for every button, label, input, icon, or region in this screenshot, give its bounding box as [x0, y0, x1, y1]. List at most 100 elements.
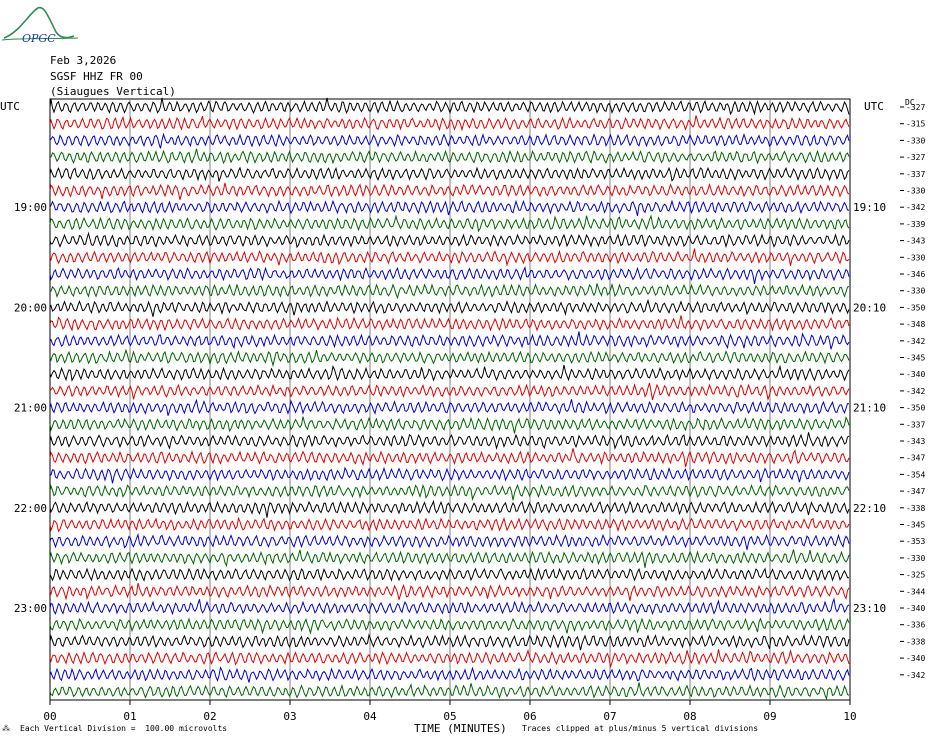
utc-label-right: UTC: [864, 100, 884, 113]
dc-label: DC: [905, 98, 915, 107]
dc-offset-label: -342: [906, 671, 925, 680]
trace-line: [49, 583, 850, 601]
dc-offset-label: -350: [906, 303, 925, 312]
dc-offset-label: -345: [906, 354, 925, 363]
logo-text: OPGC: [22, 32, 56, 45]
trace-line: [49, 265, 850, 284]
dc-offset-label: -353: [906, 537, 925, 546]
x-tick-label: 01: [123, 710, 136, 723]
dc-offset-label: -330: [906, 136, 925, 145]
trace-line: [49, 97, 850, 116]
dc-offset-label: -354: [906, 470, 925, 479]
dc-offset-label: -330: [906, 187, 925, 196]
dc-offset-label: -338: [906, 637, 925, 646]
left-time-label: 21:00: [14, 402, 47, 415]
left-time-label: 20:00: [14, 301, 47, 314]
trace-line: [49, 298, 850, 317]
dc-offset-label: -325: [906, 571, 925, 580]
chart-date: Feb 3,2026: [50, 54, 117, 67]
opgc-logo: OPGC: [1, 6, 79, 45]
dc-offset-label: -346: [906, 270, 925, 279]
x-axis-title: TIME (MINUTES): [414, 722, 507, 735]
dc-offset-label: -342: [906, 203, 925, 212]
trace-line: [49, 231, 850, 249]
trace-line: [49, 132, 850, 149]
trace-line: [49, 416, 850, 434]
utc-label-left: UTC: [0, 100, 20, 113]
dc-offset-label: -337: [906, 170, 925, 179]
seismic-traces: [49, 97, 850, 701]
x-tick-label: 10: [843, 710, 856, 723]
dc-offset-label: -347: [906, 454, 925, 463]
dc-offset-label: -344: [906, 587, 925, 596]
x-tick-label: 03: [283, 710, 296, 723]
footer-mark: ⁂: [2, 724, 10, 733]
trace-line: [49, 348, 850, 368]
dc-offset-label: -327: [906, 103, 925, 112]
trace-line: [49, 483, 850, 501]
trace-line: [49, 166, 850, 182]
right-time-label: 20:10: [853, 301, 886, 314]
trace-line: [49, 666, 850, 683]
trace-line: [49, 448, 850, 468]
trace-line: [49, 567, 850, 582]
trace-line: [49, 382, 850, 402]
dc-offset-label: -350: [906, 404, 925, 413]
trace-line: [49, 499, 850, 518]
trace-line: [49, 617, 850, 635]
x-tick-label: 05: [443, 710, 456, 723]
trace-line: [49, 199, 850, 217]
dc-offset-label: -343: [906, 237, 925, 246]
trace-line: [49, 115, 850, 132]
dc-offset-label: -340: [906, 604, 925, 613]
dc-offset-label: -340: [906, 370, 925, 379]
trace-line: [49, 283, 850, 300]
right-time-label: 23:10: [853, 602, 886, 615]
dc-offset-labels: -327 -315 -330 -327 -337 -330 -342 -339 -343 -330…: [900, 103, 925, 680]
dc-offset-label: -339: [906, 220, 925, 229]
x-tick-label: 06: [523, 710, 536, 723]
dc-offset-label: -348: [906, 320, 925, 329]
trace-line: [49, 248, 850, 267]
right-time-labels: 19:10 20:10 21:10 22:10 23:10: [853, 201, 886, 615]
station-location: (Siaugues Vertical): [50, 85, 176, 98]
x-tick-label: 02: [203, 710, 216, 723]
dc-offset-label: -343: [906, 437, 925, 446]
trace-line: [49, 682, 850, 701]
scale-note: Each Vertical Division = 100.00 microvol…: [20, 724, 228, 733]
trace-line: [49, 331, 850, 350]
trace-line: [49, 214, 850, 233]
x-tick-label: 08: [683, 710, 696, 723]
station-code: SGSF HHZ FR 00: [50, 70, 143, 83]
trace-line: [49, 182, 850, 200]
trace-line: [49, 364, 850, 382]
clip-note: Traces clipped at plus/minus 5 vertical …: [522, 724, 759, 733]
dc-offset-label: -330: [906, 253, 925, 262]
dc-offset-label: -337: [906, 420, 925, 429]
dc-offset-label: -342: [906, 387, 925, 396]
trace-line: [49, 633, 850, 651]
trace-line: [49, 315, 850, 332]
dc-offset-label: -327: [906, 153, 925, 162]
trace-line: [49, 398, 850, 416]
left-time-label: 22:00: [14, 502, 47, 515]
x-axis-ticks: 00 01 02 03 04 05 06 07 08 09 10: [43, 700, 857, 723]
dc-offset-label: -342: [906, 337, 925, 346]
trace-line: [49, 432, 850, 450]
right-time-label: 22:10: [853, 502, 886, 515]
x-tick-label: 09: [763, 710, 776, 723]
trace-line: [49, 516, 850, 533]
right-time-label: 19:10: [853, 201, 886, 214]
dc-offset-label: -315: [906, 120, 925, 129]
x-tick-label: 04: [363, 710, 377, 723]
trace-line: [49, 648, 850, 669]
trace-line: [49, 597, 850, 616]
x-tick-label: 07: [603, 710, 616, 723]
left-time-label: 19:00: [14, 201, 47, 214]
x-tick-label: 00: [43, 710, 56, 723]
trace-line: [49, 549, 850, 568]
dc-offset-label: -330: [906, 554, 925, 563]
trace-line: [49, 466, 850, 484]
trace-line: [49, 532, 850, 550]
